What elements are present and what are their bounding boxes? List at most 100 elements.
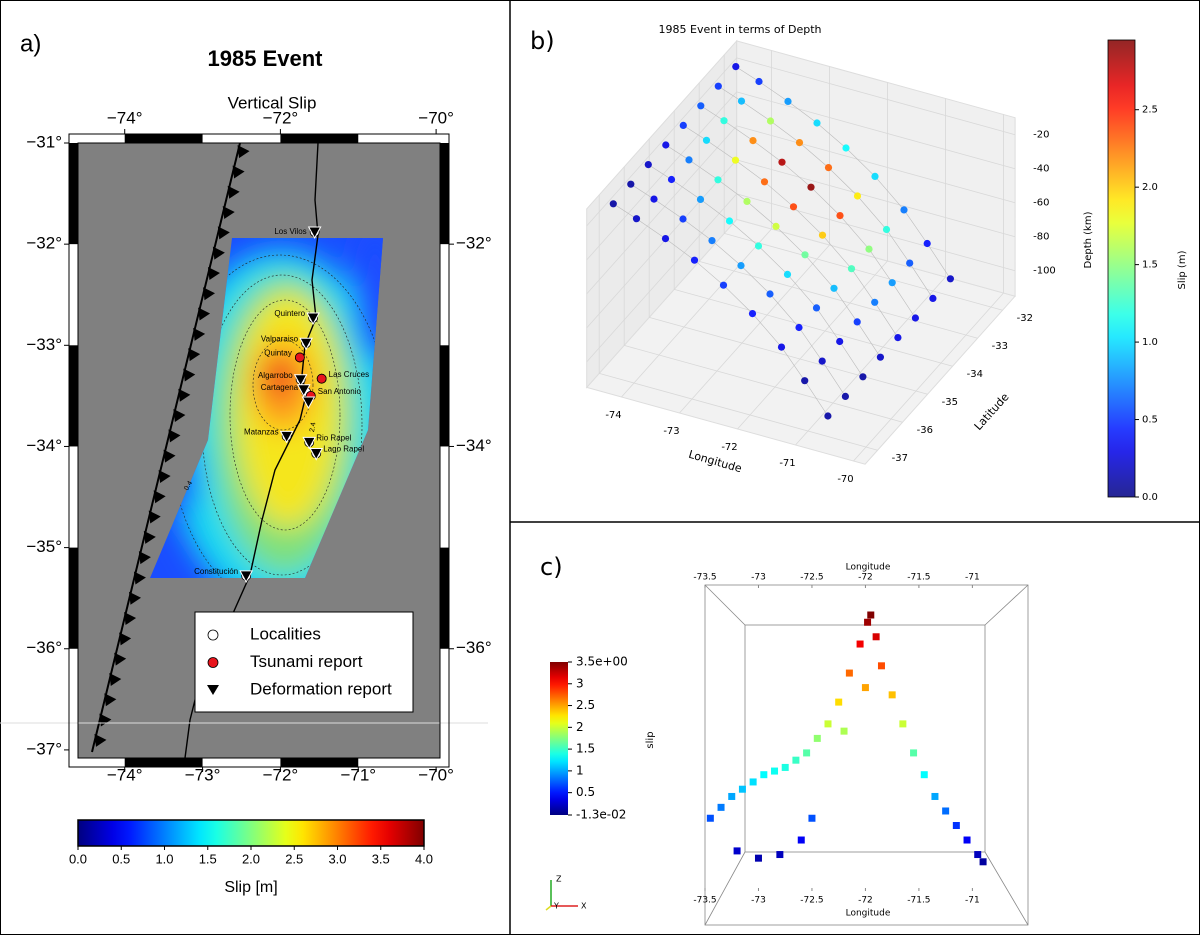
trench-tooth — [237, 145, 250, 159]
slip-point — [789, 203, 798, 211]
x-tick-label: -73 — [663, 426, 679, 437]
panel-label: b) — [530, 27, 555, 55]
slip-point — [766, 117, 775, 125]
legend-marker — [207, 657, 219, 668]
colorbar-tick-label: 1.0 — [155, 851, 173, 866]
colorbar-tick-label: 3.5e+00 — [576, 655, 628, 669]
colorbar-tick-label: 0.5 — [1142, 415, 1158, 426]
slip-point — [748, 310, 757, 318]
frame-block — [124, 134, 203, 143]
slip-point — [856, 640, 864, 648]
x-tick-label: -73.5 — [693, 896, 716, 906]
slip-point — [662, 141, 670, 149]
slip-point — [717, 803, 725, 811]
slip-point — [708, 237, 716, 245]
slip-point — [771, 767, 779, 775]
colorbar-tick-label: 3.5 — [372, 851, 390, 866]
slip-point — [792, 756, 800, 764]
z-tick-label: -100 — [1033, 266, 1056, 277]
slip-point — [706, 814, 714, 822]
slip-point — [772, 222, 780, 230]
slip-point — [697, 102, 705, 110]
slip-point — [754, 854, 762, 862]
slip-point — [650, 195, 658, 203]
slip-point — [842, 144, 850, 152]
slip-point — [864, 618, 872, 626]
slip-point — [888, 691, 896, 699]
slip-point — [776, 851, 784, 859]
x-tick-label: −70° — [418, 765, 454, 784]
slip-point — [714, 82, 722, 90]
locality-label: Algarrobo — [258, 371, 293, 380]
grid-line — [649, 317, 928, 395]
locality-label: San Antonio — [318, 387, 362, 396]
point-marker — [316, 373, 327, 384]
slip-point — [801, 377, 809, 385]
panel-c: c) Longitude Longitude slip Z Y X -73.5 -… — [540, 553, 1029, 926]
trench-tooth — [207, 266, 220, 280]
trench-tooth — [183, 368, 196, 382]
slip-point — [749, 778, 757, 786]
trench-tooth — [124, 612, 137, 626]
grid-line — [586, 193, 737, 363]
x-tick-label: -70 — [837, 474, 853, 485]
slip-point — [979, 858, 987, 866]
slip-point — [743, 197, 751, 205]
slip-point — [702, 136, 711, 144]
slip-point — [644, 161, 652, 169]
grid-line — [679, 244, 830, 414]
colorbar-tick-label: 2.0 — [242, 851, 260, 866]
frame-block — [440, 547, 449, 649]
x-axis-label: Longitude — [846, 563, 891, 573]
slip-point — [853, 318, 861, 326]
y-tick-label: -36 — [917, 425, 933, 436]
colorbar-tick-label: 2.5 — [576, 698, 595, 712]
slip-point — [877, 662, 885, 670]
slip-point — [719, 281, 728, 289]
slip-point — [818, 231, 827, 239]
grid-line — [586, 57, 737, 227]
colorbar — [1107, 39, 1136, 498]
legend-box — [194, 611, 414, 713]
z-axis-label: Depth (km) — [1083, 211, 1094, 268]
slip-point — [899, 720, 907, 728]
x-tick-label: -73.5 — [693, 573, 716, 583]
slip-point — [731, 156, 740, 164]
x-tick-label: -71.5 — [907, 896, 930, 906]
colorbar-tick-label: 2.5 — [285, 851, 303, 866]
deformation-marker — [309, 448, 324, 461]
x-tick-label: -73 — [751, 573, 766, 583]
x-tick-label: -72 — [858, 573, 873, 583]
grid-line — [736, 125, 1016, 204]
deformation-marker — [301, 396, 316, 409]
y-tick-label: −37° — [26, 739, 62, 758]
frame-block — [69, 143, 78, 245]
colorbar-tick-label: 3 — [576, 676, 584, 690]
locality-label: Valparaiso — [261, 334, 299, 343]
slip-point — [859, 373, 867, 381]
slip-point — [813, 734, 821, 742]
deformation-marker — [279, 430, 294, 444]
y-axis-label: slip — [645, 731, 656, 748]
locality-label: Lago Rapel — [323, 445, 364, 454]
y-tick-label: −34° — [456, 436, 492, 455]
slip-point — [920, 771, 928, 779]
locality-label: Matanzas — [244, 427, 279, 436]
x-tick-label: -72.5 — [800, 896, 823, 906]
legend-marker — [207, 685, 219, 695]
grid-line — [736, 91, 1016, 170]
colorbar-tick-label: 2.0 — [1142, 182, 1158, 193]
triad-label: Z — [556, 875, 562, 884]
slip-point — [894, 334, 902, 342]
slip-point — [872, 633, 880, 641]
frame-block — [280, 134, 359, 143]
grid-line — [621, 228, 772, 398]
locality-label: Constitución — [194, 567, 238, 576]
colorbar-tick-label: 1 — [576, 763, 584, 777]
y-tick-label: -34 — [967, 369, 983, 380]
slip-point — [836, 212, 844, 220]
slip-point — [609, 200, 617, 208]
slip-point — [725, 217, 734, 225]
colorbar-tick-label: 2 — [576, 720, 584, 734]
slip-point — [778, 158, 786, 166]
